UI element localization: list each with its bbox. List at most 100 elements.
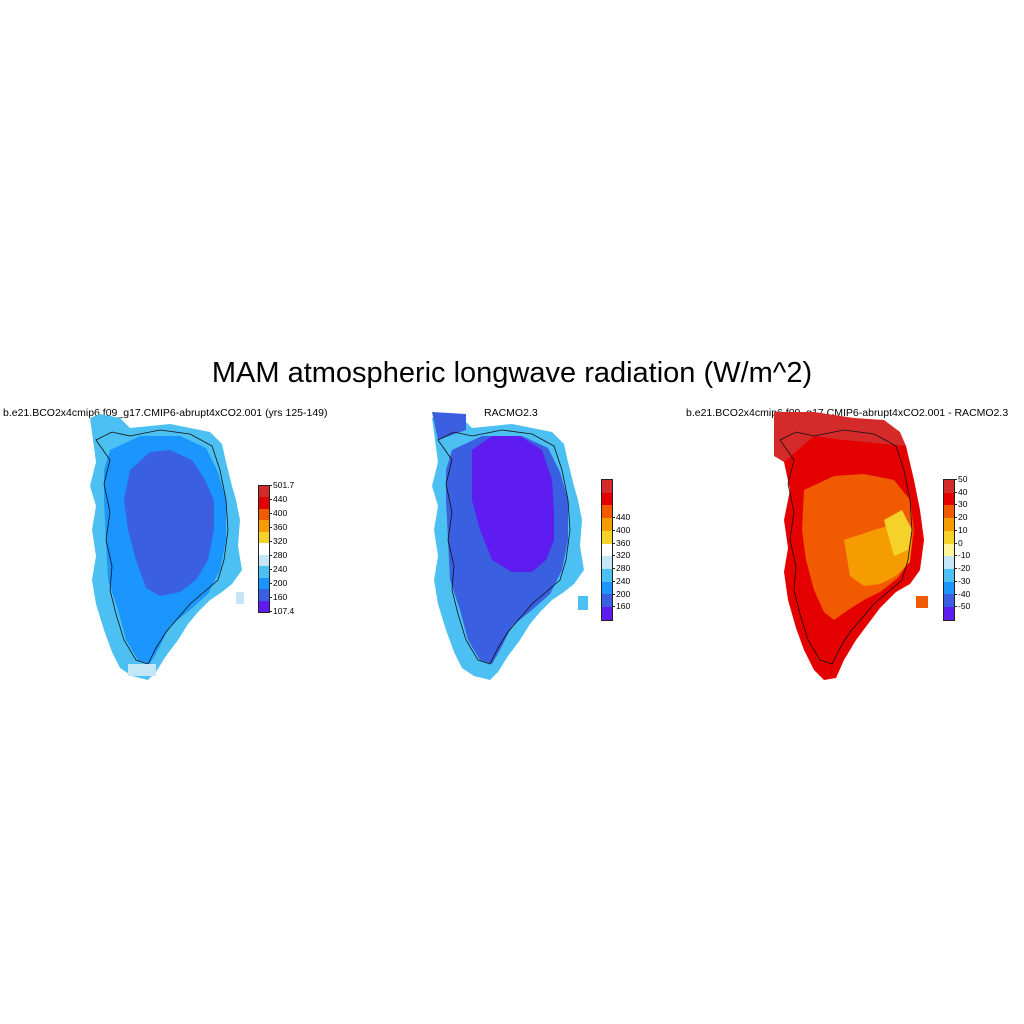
colorbar-tick-label: -10 <box>958 550 971 561</box>
diff-north <box>774 412 906 462</box>
colorbar-tick <box>612 517 615 519</box>
colorbar-segment <box>944 492 954 506</box>
colorbar-tick <box>954 529 957 531</box>
colorbar-tick <box>612 568 615 570</box>
colorbar-segment <box>602 569 612 582</box>
colorbar-segment <box>944 569 954 582</box>
figure-title: MAM atmospheric longwave radiation (W/m^… <box>211 357 813 389</box>
colorbar-segment <box>944 581 954 595</box>
colorbar-tick-label: -50 <box>958 601 971 612</box>
colorbar-tick <box>612 529 615 531</box>
colorbar-tick <box>269 611 272 612</box>
coastline <box>95 429 229 665</box>
island <box>916 596 928 608</box>
colorbar-tick <box>954 491 957 493</box>
colorbar-segment <box>259 531 269 544</box>
colorbar-segment <box>259 486 269 498</box>
colorbar-racmo <box>601 479 613 621</box>
colorbar-segment <box>602 480 612 493</box>
colorbar-segment <box>944 530 954 544</box>
colorbar-tick <box>269 541 272 542</box>
colorbar-tick-label: 240 <box>273 564 288 574</box>
colorbar-tick <box>269 485 272 486</box>
colorbar-tick <box>954 580 957 582</box>
colorbar-tick-label: 360 <box>616 537 631 548</box>
colorbar-model <box>258 485 270 613</box>
colorbar-tick-label: 200 <box>273 578 288 588</box>
colorbar-tick <box>954 517 957 519</box>
colorbar-segment <box>602 518 612 531</box>
colorbar-segment <box>602 505 612 519</box>
colorbar-tick <box>954 555 957 557</box>
colorbar-tick-label: 240 <box>616 575 631 586</box>
colorbar-segment <box>259 577 269 590</box>
island <box>578 596 588 610</box>
colorbar-tick-label: 280 <box>616 563 631 574</box>
colorbar-segment <box>259 589 269 601</box>
colorbar-tick-label: 320 <box>616 550 631 561</box>
colorbar-segment <box>602 594 612 608</box>
colorbar-segment <box>259 497 269 509</box>
colorbar-tick-label: 107.4 <box>273 606 295 616</box>
colorbar-tick-label: 320 <box>273 536 288 546</box>
colorbar-segment <box>944 505 954 519</box>
colorbar-tick <box>954 593 957 595</box>
colorbar-tick-label: 360 <box>273 522 288 532</box>
colorbar-tick-label: 200 <box>616 588 631 599</box>
colorbar-segment <box>259 566 269 578</box>
colorbar-tick <box>269 597 272 598</box>
colorbar-segment <box>602 581 612 595</box>
panel-title-diff: b.e21.BCO2x4cmip6.f09_g17.CMIP6-abrupt4x… <box>686 407 1009 419</box>
colorbar-tick-label: 501.7 <box>273 480 295 490</box>
coastline <box>437 429 571 665</box>
colorbar-tick <box>612 580 615 582</box>
colorbar-segment <box>602 543 612 557</box>
ice-sheet-interior <box>472 436 554 572</box>
colorbar-tick <box>954 479 957 480</box>
colorbar-tick <box>612 593 615 595</box>
colorbar-tick <box>954 606 957 608</box>
colorbar-tick <box>269 527 272 528</box>
colorbar-segment <box>259 520 269 532</box>
panel-title-model: b.e21.BCO2x4cmip6.f09_g17.CMIP6-abrupt4x… <box>3 407 328 419</box>
colorbar-segment <box>259 600 269 612</box>
colorbar-tick-label: 10 <box>958 524 968 535</box>
colorbar-segment <box>944 556 954 570</box>
colorbar-tick-label: 160 <box>273 592 288 602</box>
southern-tip <box>128 664 156 676</box>
colorbar-tick <box>954 504 957 506</box>
colorbar-tick <box>954 542 957 544</box>
colorbar-tick-label: 0 <box>958 537 963 548</box>
colorbar-tick-label: -30 <box>958 575 971 586</box>
colorbar-segment <box>944 518 954 531</box>
colorbar-tick-label: 30 <box>958 499 968 510</box>
ice-sheet-interior <box>124 450 214 596</box>
colorbar-tick <box>269 555 272 556</box>
panel-title-racmo: RACMO2.3 <box>484 407 538 419</box>
coastline <box>779 429 913 665</box>
colorbar-tick <box>612 542 615 544</box>
diff-hot-spot <box>884 510 912 556</box>
colorbar-segment <box>602 607 612 620</box>
colorbar-tick <box>269 569 272 570</box>
colorbar-tick-label: -40 <box>958 588 971 599</box>
colorbar-tick <box>269 513 272 514</box>
colorbar-segment <box>259 543 269 555</box>
island <box>236 592 244 604</box>
colorbar-segment <box>602 492 612 506</box>
colorbar-diff <box>943 479 955 621</box>
colorbar-segment <box>259 554 269 567</box>
colorbar-tick-label: 440 <box>616 512 631 523</box>
colorbar-tick-label: 400 <box>616 524 631 535</box>
colorbar-tick-label: 50 <box>958 474 968 484</box>
colorbar-tick <box>954 568 957 570</box>
colorbar-segment <box>944 594 954 608</box>
colorbar-tick <box>269 583 272 584</box>
colorbar-tick-label: 400 <box>273 508 288 518</box>
colorbar-segment <box>944 543 954 557</box>
colorbar-tick-label: 20 <box>958 512 968 523</box>
colorbar-tick-label: -20 <box>958 563 971 574</box>
